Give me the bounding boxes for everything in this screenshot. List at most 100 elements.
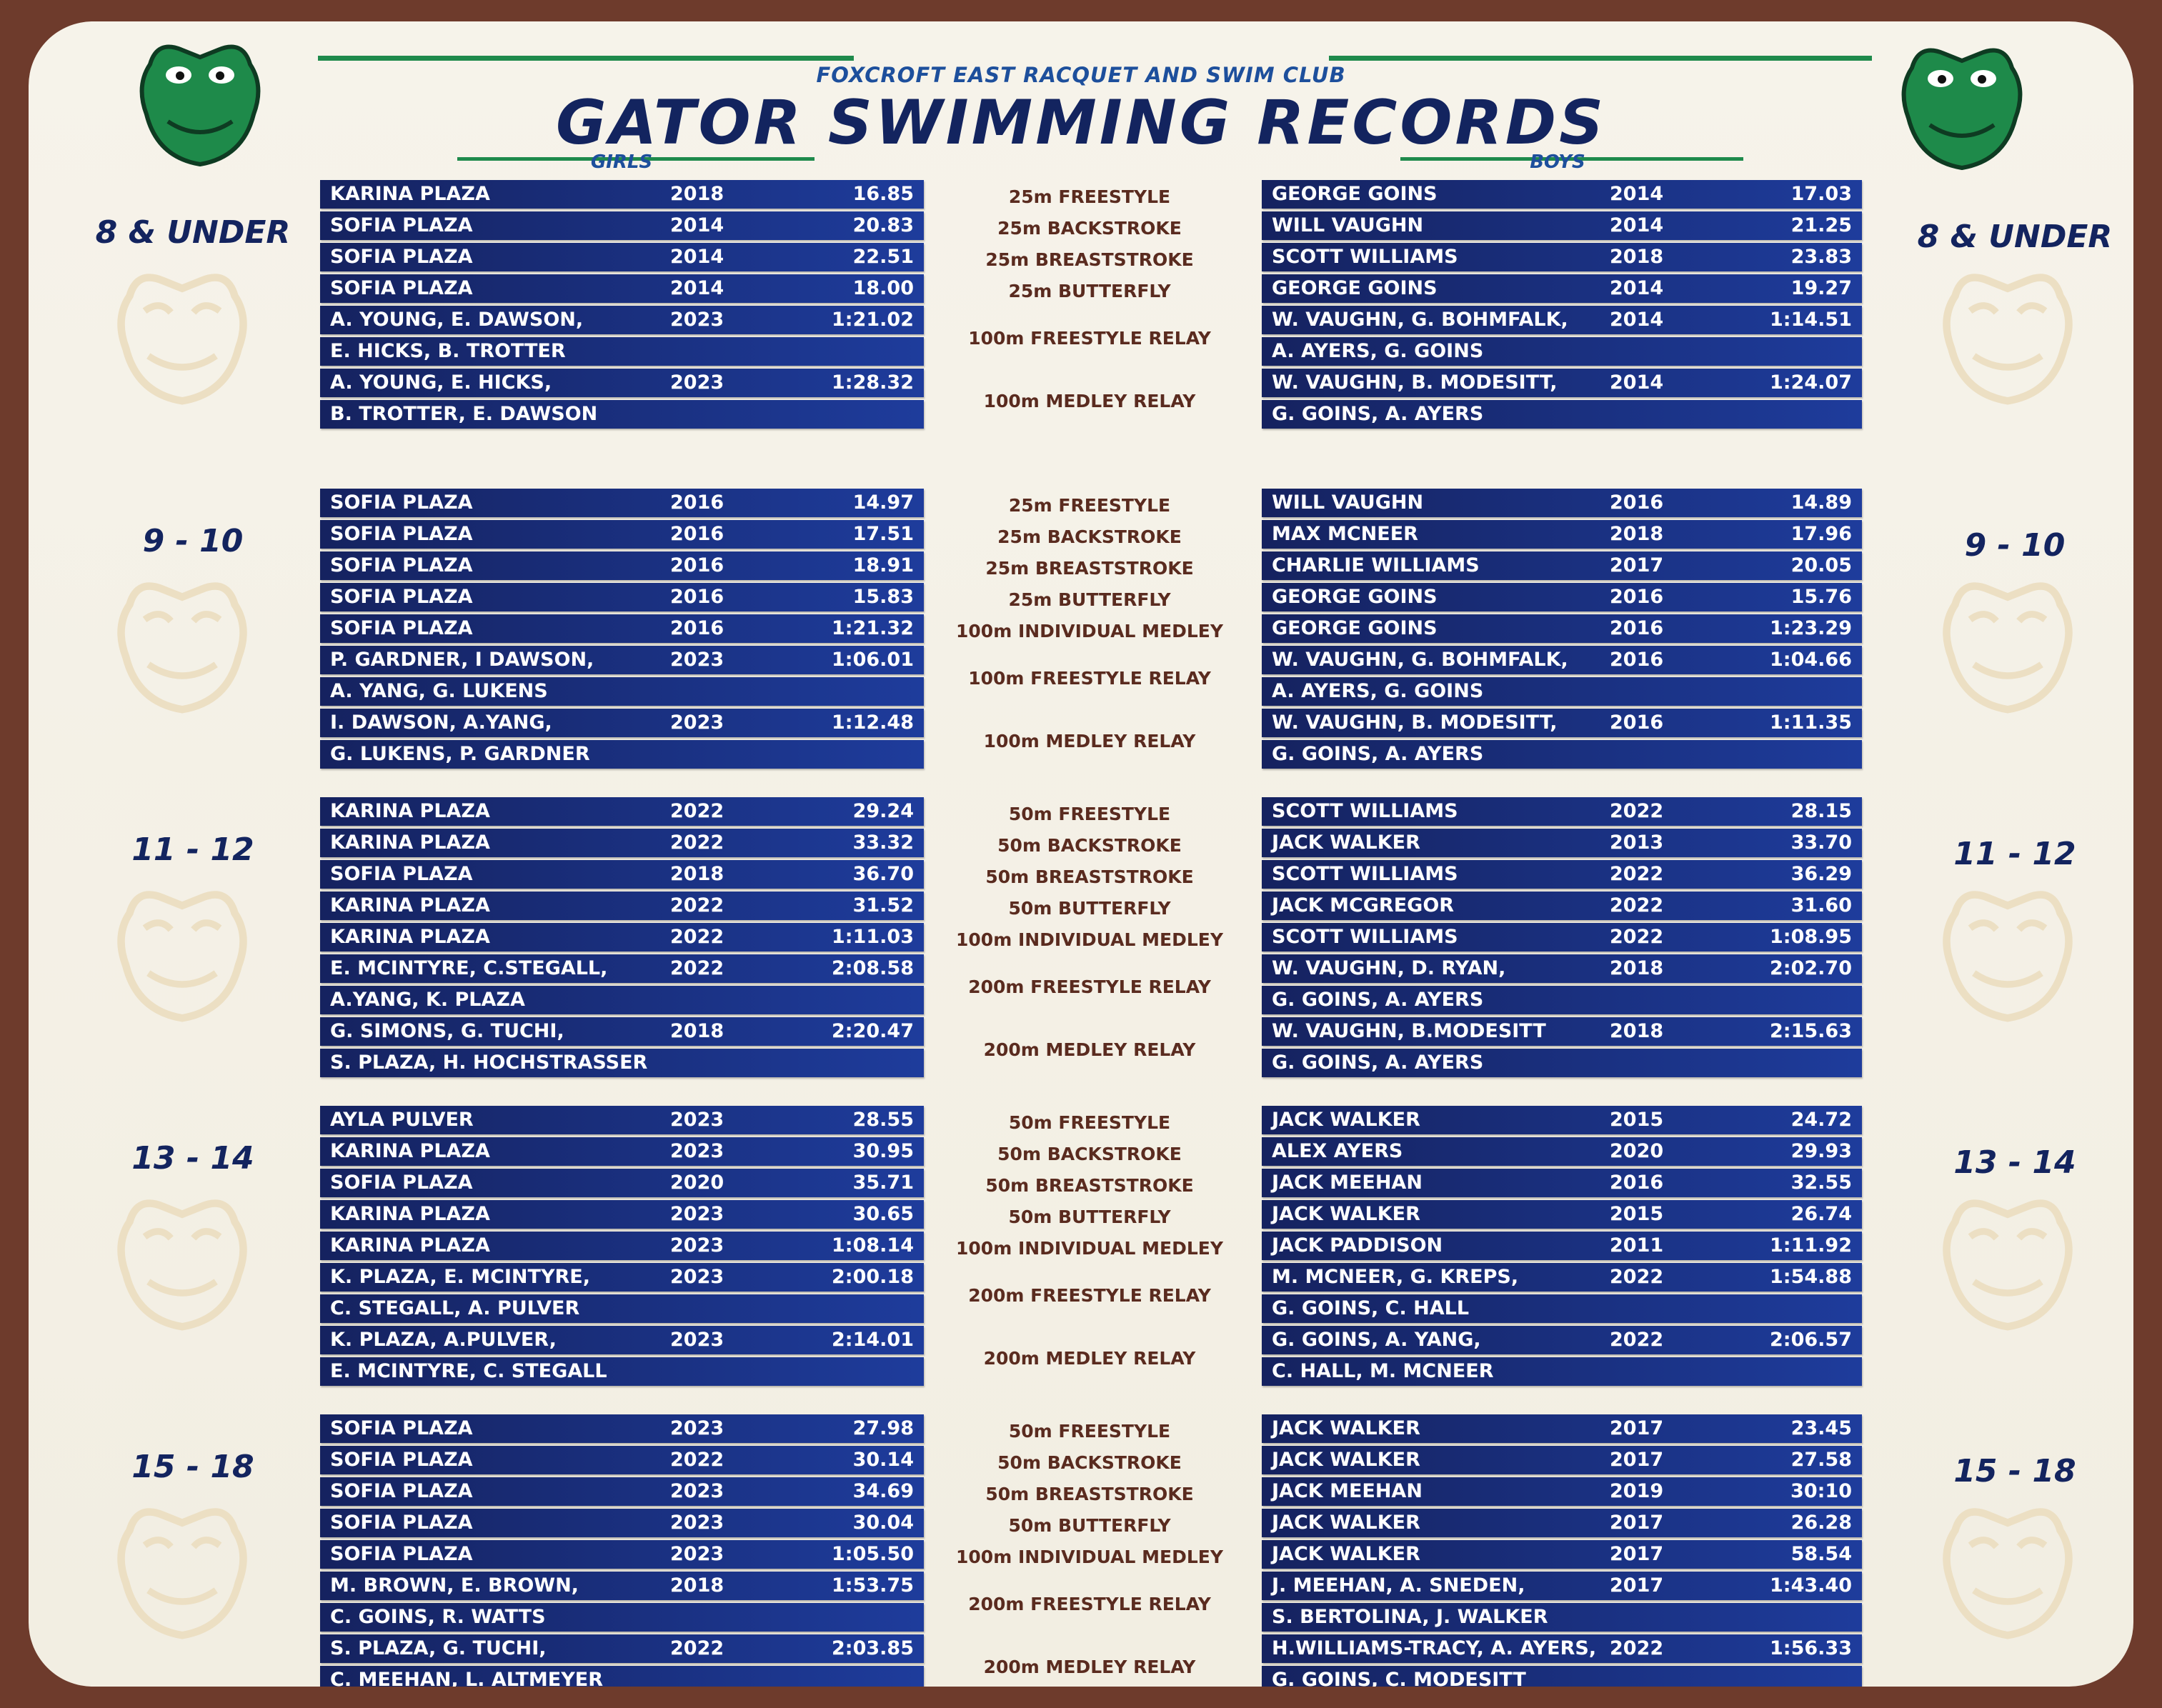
event-name: 25m BUTTERFLY [1008,589,1171,610]
record-bar: SOFIA PLAZA 2023 1:05.50 [320,1540,924,1569]
record-bar: S. BERTOLINA, J. WALKER [1262,1603,1862,1632]
txt-year: 2023 [670,1417,724,1439]
record-bar: SCOTT WILLIAMS 2018 23.83 [1262,243,1862,271]
txt-year: 2023 [670,649,724,671]
txt-time: 17.51 [852,523,914,545]
event-name: 200m FREESTYLE RELAY [968,1285,1211,1306]
txt-time: 23.83 [1790,246,1852,268]
txt-name: SOFIA PLAZA [330,1449,473,1471]
txt-name: JACK WALKER [1272,1109,1420,1131]
record-bar: P. GARDNER, I DAWSON, 2023 1:06.01 [320,646,924,674]
txt-year: 2016 [670,491,724,514]
txt-year: 2018 [670,863,724,885]
txt-time: 1:56.33 [1770,1637,1852,1659]
txt-name: SOFIA PLAZA [330,1543,473,1565]
board-title: GATOR SWIMMING RECORDS [555,87,1607,159]
txt-time: 18.00 [852,277,914,299]
txt-name: E. MCINTYRE, C. STEGALL [330,1360,607,1382]
txt-name: SCOTT WILLIAMS [1272,246,1458,268]
event-name: 200m FREESTYLE RELAY [968,977,1211,997]
txt-year: 2022 [1610,863,1664,885]
txt-name: KARINA PLAZA [330,1234,490,1257]
gator-logo-right [1901,48,2023,171]
record-bar: SOFIA PLAZA 2014 20.83 [320,211,924,240]
txt-time: 1:12.48 [832,711,914,734]
txt-time: 32.55 [1790,1172,1852,1194]
txt-name: W. VAUGHN, G. BOHMFALK, [1272,309,1568,331]
record-bar: CHARLIE WILLIAMS 2017 20.05 [1262,551,1862,580]
txt-time: 58.54 [1790,1543,1852,1565]
record-bar: C. GOINS, R. WATTS [320,1603,924,1632]
txt-year: 2018 [1610,1020,1664,1042]
event-name: 50m BREASTSTROKE [985,1175,1194,1196]
record-bar: M. BROWN, E. BROWN, 2018 1:53.75 [320,1572,924,1600]
age-label: 11 - 12 [131,831,254,868]
txt-time: 21.25 [1790,214,1852,236]
txt-name: SOFIA PLAZA [330,1417,473,1439]
txt-year: 2017 [1610,1417,1664,1439]
txt-name: KARINA PLAZA [330,1140,490,1162]
txt-year: 2022 [1610,800,1664,822]
record-bar: SOFIA PLAZA 2016 15.83 [320,583,924,611]
txt-time: 15.83 [852,586,914,608]
txt-time: 26.74 [1790,1203,1852,1225]
record-bar: W. VAUGHN, D. RYAN, 2018 2:02.70 [1262,954,1862,983]
txt-name: W. VAUGHN, B.MODESITT [1272,1020,1546,1042]
age-label: 15 - 18 [1953,1453,2076,1489]
age-label: 13 - 14 [1953,1144,2076,1181]
txt-year: 2014 [1610,309,1664,331]
txt-time: 17.96 [1790,523,1852,545]
record-bar: G. GOINS, A. AYERS [1262,400,1862,429]
gator-watermark [117,891,247,1022]
txt-year: 2022 [670,894,724,917]
txt-name: A. AYERS, G. GOINS [1272,680,1484,702]
txt-year: 2011 [1610,1234,1664,1257]
event-name: 25m FREESTYLE [1008,495,1171,516]
txt-name: GEORGE GOINS [1272,617,1438,639]
txt-name: A. YANG, G. LUKENS [330,680,548,702]
record-bar: KARINA PLAZA 2022 33.32 [320,829,924,857]
event-name: 100m FREESTYLE RELAY [968,328,1211,349]
record-bar: JACK MEEHAN 2016 32.55 [1262,1169,1862,1197]
txt-time: 33.70 [1790,831,1852,854]
age-label: 15 - 18 [131,1449,254,1485]
txt-time: 1:04.66 [1770,649,1852,671]
event-name: 50m BACKSTROKE [997,835,1182,856]
record-bar: W. VAUGHN, B.MODESITT 2018 2:15.63 [1262,1017,1862,1046]
txt-year: 2022 [1610,926,1664,948]
txt-time: 31.52 [852,894,914,917]
record-bar: E. MCINTYRE, C.STEGALL, 2022 2:08.58 [320,954,924,983]
txt-year: 2014 [670,277,724,299]
txt-time: 1:14.51 [1770,309,1852,331]
record-bar: SCOTT WILLIAMS 2022 36.29 [1262,860,1862,889]
txt-name: A. YOUNG, E. DAWSON, [330,309,584,331]
txt-year: 2016 [1610,586,1664,608]
age-label: 8 & UNDER [95,214,291,251]
txt-time: 2:06.57 [1770,1329,1852,1351]
board: FOXCROFT EAST RACQUET AND SWIM CLUB GATO… [29,21,2133,1687]
record-bar: KARINA PLAZA 2022 31.52 [320,892,924,920]
txt-time: 27.58 [1790,1449,1852,1471]
txt-name: JACK WALKER [1272,1543,1420,1565]
event-name: 50m BREASTSTROKE [985,1484,1194,1504]
txt-time: 34.69 [852,1480,914,1502]
txt-year: 2023 [670,1203,724,1225]
txt-name: G. GOINS, C. MODESITT [1272,1669,1526,1687]
txt-name: G. GOINS, A. AYERS [1272,403,1484,425]
record-bar: SOFIA PLAZA 2023 34.69 [320,1477,924,1506]
txt-name: S. PLAZA, G. TUCHI, [330,1637,547,1659]
txt-name: JACK WALKER [1272,1417,1420,1439]
txt-name: P. GARDNER, I DAWSON, [330,649,594,671]
txt-time: 1:21.02 [832,309,914,331]
txt-year: 2018 [1610,523,1664,545]
record-bar: GEORGE GOINS 2016 15.76 [1262,583,1862,611]
record-bar: KARINA PLAZA 2023 1:08.14 [320,1232,924,1260]
record-bar: JACK WALKER 2013 33.70 [1262,829,1862,857]
event-name: 50m BREASTSTROKE [985,867,1194,887]
txt-name: SOFIA PLAZA [330,586,473,608]
txt-time: 1:05.50 [832,1543,914,1565]
txt-year: 2023 [670,1543,724,1565]
txt-name: JACK MEEHAN [1272,1172,1423,1194]
age-label: 9 - 10 [1964,527,2066,564]
